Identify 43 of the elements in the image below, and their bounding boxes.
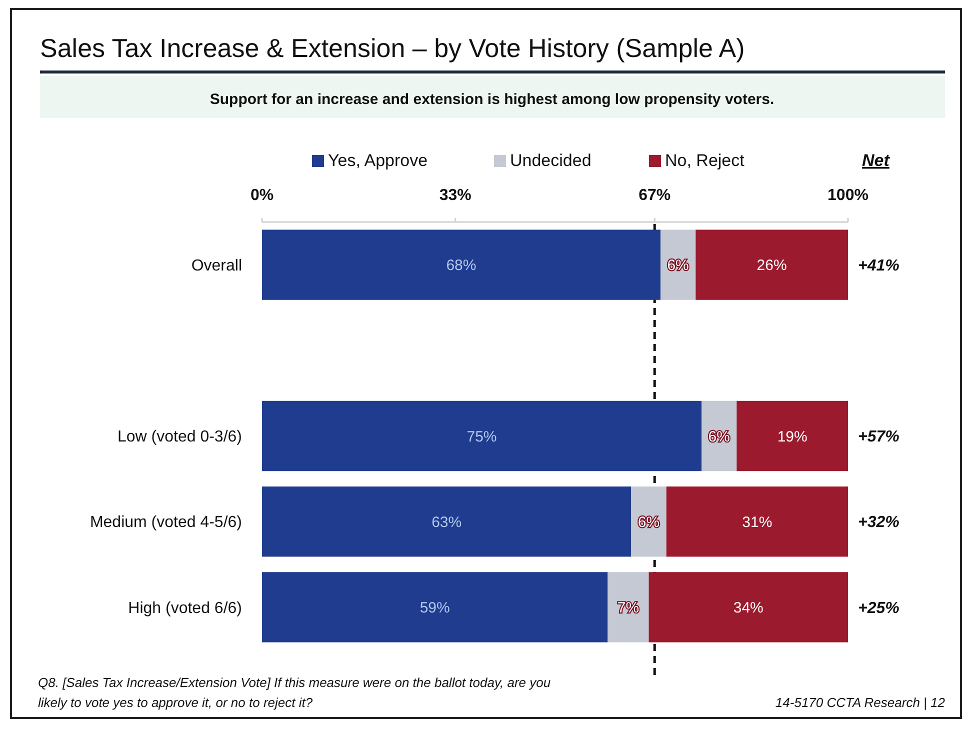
text: +32% xyxy=(858,514,900,532)
y-tick-label: High (voted 6/6) xyxy=(128,600,242,617)
data-label: 34% xyxy=(733,599,764,616)
x-tick-label: 33% xyxy=(439,187,472,204)
bar xyxy=(648,572,848,642)
bar xyxy=(631,486,666,557)
bar xyxy=(262,486,632,557)
data-label: 26% xyxy=(756,257,787,274)
legend-label: Yes, Approve xyxy=(328,151,428,170)
data-label: 7% xyxy=(617,599,640,616)
data-label: 6% xyxy=(638,514,660,531)
text: Net xyxy=(862,151,891,170)
data-label: 63% xyxy=(432,514,462,531)
bar xyxy=(666,486,848,557)
bar xyxy=(696,230,848,300)
x-tick-label: 67% xyxy=(638,187,671,204)
text: +25% xyxy=(858,600,900,617)
data-label: 59% xyxy=(420,599,450,616)
bar xyxy=(262,572,608,642)
data-label: 6% xyxy=(708,428,730,446)
data-label: 6% xyxy=(667,257,689,274)
data-label: 19% xyxy=(777,428,808,446)
text: 14-5170 CCTA Research | 12 xyxy=(775,695,946,710)
legend-label: Undecided xyxy=(510,151,592,170)
chart-subtitle: Support for an increase and extension is highest among low propensity voters. xyxy=(210,91,774,108)
annotation: Q8. [Sales Tax Increase/Extension Vote] If this measure were on the ballot today, are you likely to vote yes to approve it, or no to reject it? xyxy=(38,675,551,710)
bar xyxy=(262,230,660,300)
chart-title: Sales Tax Increase & Extension – by Vote History (Sample A) xyxy=(40,33,745,63)
bar xyxy=(736,400,848,472)
bar xyxy=(660,230,696,300)
y-tick-label: Low (voted 0-3/6) xyxy=(117,428,242,446)
bar xyxy=(608,572,649,642)
x-tick-label: 100% xyxy=(828,187,868,204)
legend-label: No, Reject xyxy=(665,151,745,170)
data-label: 75% xyxy=(466,428,497,446)
text: +41% xyxy=(858,257,900,274)
y-tick-label: Overall xyxy=(191,257,242,274)
bar xyxy=(262,400,702,472)
data-label: 31% xyxy=(742,514,772,531)
y-tick-label: Medium (voted 4-5/6) xyxy=(90,514,242,532)
x-tick-label: 0% xyxy=(250,187,274,204)
data-label: 68% xyxy=(446,257,476,274)
text: +57% xyxy=(858,428,900,446)
